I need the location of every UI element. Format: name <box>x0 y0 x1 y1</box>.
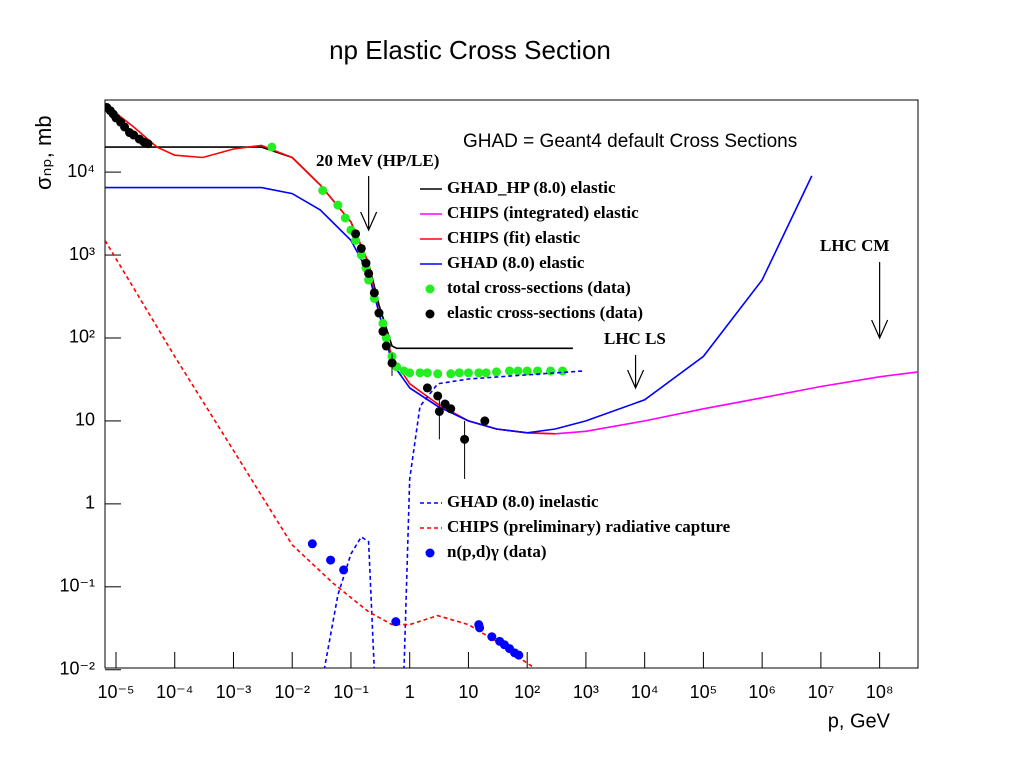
annotation: LHC CM <box>820 236 889 255</box>
data-point <box>474 368 484 378</box>
data-point <box>333 200 343 210</box>
data-point <box>460 434 470 444</box>
annotation: LHC LS <box>604 329 666 348</box>
data-point <box>491 367 501 377</box>
y-tick-label: 10⁻¹ <box>59 576 95 596</box>
data-point <box>480 416 490 426</box>
data-point <box>514 650 524 660</box>
x-tick-label: 10³ <box>573 682 599 702</box>
data-point <box>356 250 366 260</box>
data-point <box>446 369 456 379</box>
data-point <box>351 229 361 239</box>
x-tick-label: 10⁸ <box>866 682 894 702</box>
data-point <box>558 366 568 376</box>
annotation: GHAD = Geant4 default Cross Sections <box>463 131 797 152</box>
data-point <box>434 406 444 416</box>
annotation: 20 MeV (HP/LE) <box>316 151 439 170</box>
legend-label: GHAD (8.0) inelastic <box>447 492 599 511</box>
data-point <box>351 235 361 245</box>
y-tick-label: 10² <box>69 327 95 347</box>
legend-label: n(p,d)γ (data) <box>447 542 547 561</box>
legend-label: CHIPS (fit) elastic <box>447 228 581 247</box>
legend-label: GHAD (8.0) elastic <box>447 253 585 272</box>
data-point <box>446 404 456 414</box>
data-point <box>513 366 523 376</box>
data-point <box>326 555 336 565</box>
data-point <box>387 358 397 368</box>
y-axis-label: σₙₚ, mb <box>31 115 56 190</box>
annotation-arrow <box>360 176 378 232</box>
legend-label: GHAD_HP (8.0) elastic <box>447 178 616 197</box>
legend-label: elastic cross-sections (data) <box>447 303 643 322</box>
data-point <box>487 632 497 642</box>
data-point <box>433 391 443 401</box>
data-point <box>340 213 350 223</box>
y-tick-label: 1 <box>85 493 95 513</box>
plot-area <box>105 103 918 668</box>
legend-marker <box>425 284 435 294</box>
x-tick-label: 10⁴ <box>631 682 659 702</box>
data-point <box>422 368 432 378</box>
data-point <box>481 368 491 378</box>
data-point <box>378 318 388 328</box>
data-point <box>267 142 277 152</box>
data-point <box>463 368 473 378</box>
x-tick-label: 10² <box>514 682 540 702</box>
x-axis-label: p, GeV <box>828 710 891 732</box>
annotation-arrow <box>871 262 889 340</box>
legend-label: CHIPS (integrated) elastic <box>447 203 639 222</box>
y-tick-label: 10⁴ <box>67 161 95 181</box>
legend-marker <box>425 309 435 319</box>
x-tick-label: 1 <box>405 682 415 702</box>
x-tick-label: 10⁻⁵ <box>97 682 134 702</box>
data-point <box>374 308 384 318</box>
y-tick-label: 10 <box>75 410 95 430</box>
data-point <box>475 623 485 633</box>
annotation-arrow <box>627 355 645 390</box>
data-point <box>422 383 432 393</box>
x-tick-label: 10⁷ <box>808 682 835 702</box>
x-tick-label: 10⁶ <box>748 682 775 702</box>
x-tick-label: 10⁵ <box>690 682 717 702</box>
x-tick-label: 10⁻¹ <box>333 682 369 702</box>
data-point <box>361 258 371 268</box>
data-point <box>339 565 349 575</box>
data-point <box>369 288 379 298</box>
data-point <box>356 243 366 253</box>
data-point <box>391 617 401 627</box>
chart-title: np Elastic Cross Section <box>329 35 611 65</box>
legend-marker <box>425 548 435 558</box>
plot-frame <box>104 99 919 669</box>
x-tick-label: 10⁻² <box>274 682 310 702</box>
series-line <box>105 175 813 434</box>
data-point <box>364 275 374 285</box>
series-line <box>323 370 584 668</box>
data-point <box>504 366 514 376</box>
x-tick-label: 10⁻⁴ <box>156 682 193 702</box>
data-point <box>546 366 556 376</box>
data-point <box>454 368 464 378</box>
data-point <box>378 326 388 336</box>
data-point <box>522 366 532 376</box>
legend-label: CHIPS (preliminary) radiative capture <box>447 517 731 536</box>
data-point <box>143 139 153 149</box>
y-tick-label: 10⁻² <box>59 659 95 679</box>
legend-label: total cross-sections (data) <box>447 278 631 297</box>
x-tick-label: 10⁻³ <box>216 682 252 702</box>
data-point <box>415 368 425 378</box>
data-point <box>318 185 328 195</box>
data-point <box>433 369 443 379</box>
data-point <box>405 368 415 378</box>
x-tick-label: 10 <box>458 682 478 702</box>
y-tick-label: 10³ <box>69 244 95 264</box>
data-point <box>364 268 374 278</box>
data-point <box>307 539 317 549</box>
data-point <box>381 341 391 351</box>
